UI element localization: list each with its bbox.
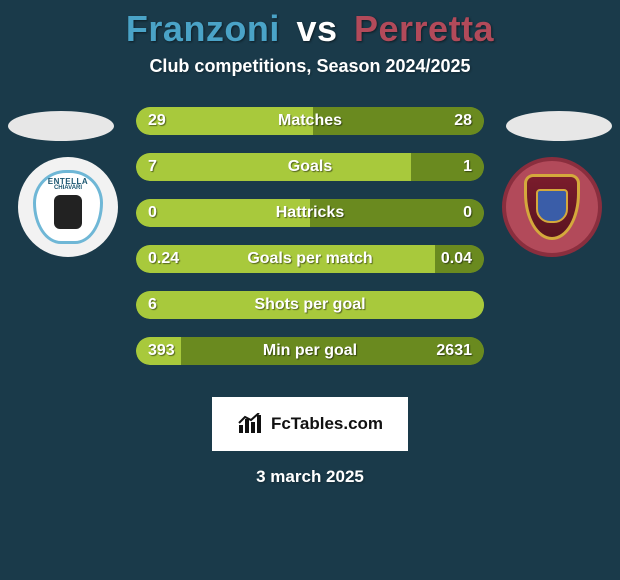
title-player2: Perretta bbox=[354, 8, 494, 49]
bar-chart-icon bbox=[237, 413, 263, 435]
date-label: 3 march 2025 bbox=[0, 467, 620, 487]
footer-attribution: FcTables.com bbox=[212, 397, 408, 451]
title: Franzoni vs Perretta bbox=[0, 8, 620, 50]
title-vs: vs bbox=[296, 8, 337, 49]
title-player1: Franzoni bbox=[126, 8, 280, 49]
footer-site-label: FcTables.com bbox=[271, 414, 383, 434]
subtitle: Club competitions, Season 2024/2025 bbox=[0, 56, 620, 77]
comparison-infographic: Franzoni vs Perretta Club competitions, … bbox=[0, 0, 620, 580]
chart-area: ENTELLA CHIAVARI 2928Matches71Goals00Hat… bbox=[0, 107, 620, 487]
